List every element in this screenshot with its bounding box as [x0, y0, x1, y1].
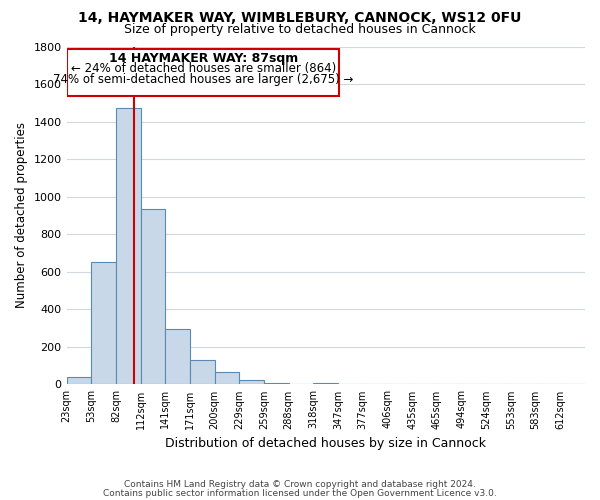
Bar [215, 372, 239, 384]
FancyBboxPatch shape [67, 50, 339, 96]
Text: 74% of semi-detached houses are larger (2,675) →: 74% of semi-detached houses are larger (… [53, 73, 353, 86]
Text: Size of property relative to detached houses in Cannock: Size of property relative to detached ho… [124, 22, 476, 36]
Text: 14, HAYMAKER WAY, WIMBLEBURY, CANNOCK, WS12 0FU: 14, HAYMAKER WAY, WIMBLEBURY, CANNOCK, W… [79, 12, 521, 26]
Text: ← 24% of detached houses are smaller (864): ← 24% of detached houses are smaller (86… [71, 62, 336, 76]
X-axis label: Distribution of detached houses by size in Cannock: Distribution of detached houses by size … [165, 437, 486, 450]
Bar [165, 329, 190, 384]
Bar [313, 382, 338, 384]
Bar [91, 262, 116, 384]
Y-axis label: Number of detached properties: Number of detached properties [15, 122, 28, 308]
Bar [116, 108, 140, 384]
Bar [67, 377, 91, 384]
Bar [190, 360, 215, 384]
Bar [239, 380, 264, 384]
Text: 14 HAYMAKER WAY: 87sqm: 14 HAYMAKER WAY: 87sqm [109, 52, 298, 64]
Bar [140, 209, 165, 384]
Text: Contains HM Land Registry data © Crown copyright and database right 2024.: Contains HM Land Registry data © Crown c… [124, 480, 476, 489]
Bar [264, 382, 289, 384]
Text: Contains public sector information licensed under the Open Government Licence v3: Contains public sector information licen… [103, 488, 497, 498]
